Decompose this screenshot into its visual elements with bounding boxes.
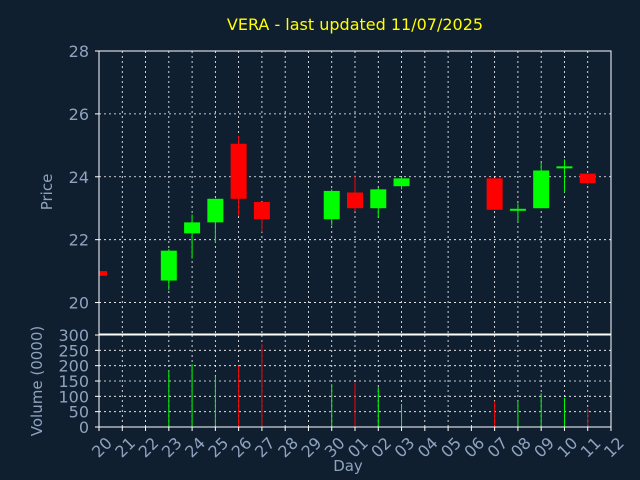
volume-axis-label: Volume (0000) (28, 326, 46, 436)
candle-body (393, 178, 410, 187)
volume-y-tick-label: 0 (79, 418, 89, 437)
candle-body (509, 208, 526, 211)
price-y-tick-labels: 20 22 24 26 28 (69, 42, 99, 313)
price-y-tick-label: 20 (69, 294, 89, 313)
volume-y-tick-label: 200 (58, 357, 89, 376)
price-y-tick-label: 22 (69, 231, 89, 250)
price-y-tick-label: 24 (69, 168, 89, 187)
volume-y-tick-label: 250 (58, 341, 89, 360)
candle-body (207, 198, 224, 223)
volume-bars (168, 344, 589, 427)
candle-body (323, 190, 340, 220)
candle-body (579, 173, 596, 184)
chart-title: VERA - last updated 11/07/2025 (227, 15, 483, 34)
volume-y-tick-label: 50 (69, 403, 89, 422)
price-y-tick-label: 28 (69, 42, 89, 61)
candle-body (253, 201, 270, 220)
volume-y-tick-label: 100 (58, 387, 89, 406)
candle-body (370, 189, 387, 209)
price-y-tick-label: 26 (69, 105, 89, 124)
price-plot-frame (98, 50, 612, 335)
candle-body (99, 271, 107, 276)
candle-body (184, 222, 201, 234)
candle-body (160, 250, 177, 281)
x-axis-label: Day (333, 457, 363, 475)
volume-y-tick-label: 300 (58, 326, 89, 345)
candle-body (347, 192, 363, 209)
volume-y-tick-label: 150 (58, 372, 89, 391)
candle-body (556, 166, 573, 169)
price-axis-label: Price (38, 174, 56, 211)
price-panel: 20 22 24 26 28 Price (38, 42, 612, 335)
candle-body (486, 178, 503, 210)
candle-body (533, 170, 550, 209)
candle-body (230, 143, 247, 199)
